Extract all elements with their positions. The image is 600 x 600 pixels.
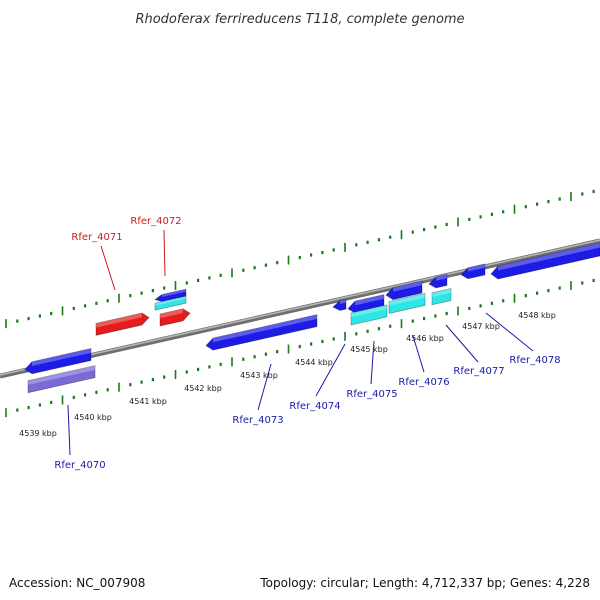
gene-rfer-4077-rna <box>431 288 452 306</box>
gene-rfer-4071 <box>95 312 150 336</box>
callout-line <box>163 229 166 277</box>
lower-dotted-track <box>5 278 595 418</box>
callout-line <box>485 312 534 352</box>
callout-line <box>412 335 425 373</box>
callout-line <box>445 324 479 363</box>
gene-rfer-4077 <box>428 273 448 289</box>
map-title: Rhodoferax ferrireducens T118, complete … <box>135 12 464 27</box>
gene-callout: Rfer_4073 <box>232 363 284 426</box>
gene-callout: Rfer_4078 <box>485 312 561 366</box>
tick-label: 4541 kbp <box>129 397 167 406</box>
tick-label: 4539 kbp <box>19 429 57 438</box>
tick-label: 4546 kbp <box>406 334 444 343</box>
gene-rfer-4072-a <box>154 288 187 302</box>
gene-rfer-4076 <box>385 280 423 301</box>
tick-label: 4544 kbp <box>295 358 333 367</box>
callout-line <box>257 363 272 411</box>
gene-rfer-4074 <box>332 298 347 311</box>
gene-label: Rfer_4076 <box>398 377 449 388</box>
gene-callout: Rfer_4075 <box>346 340 398 400</box>
gene-callout: Rfer_4074 <box>289 343 346 412</box>
gene-rfer-4073 <box>205 314 318 351</box>
gene-label: Rfer_4073 <box>232 415 283 426</box>
gene-label: Rfer_4074 <box>289 401 340 412</box>
callout-line <box>315 343 346 397</box>
tick-label: 4548 kbp <box>518 311 556 320</box>
gene-callout: Rfer_4076 <box>398 335 450 388</box>
gene-label: Rfer_4075 <box>346 389 397 400</box>
gene-rfer-4072 <box>159 308 191 327</box>
gene-rfer-4070 <box>24 348 92 375</box>
gene-rfer-4072-b <box>154 295 187 311</box>
gene-rfer-4075-rna <box>350 304 388 326</box>
genome-backbone <box>0 238 600 379</box>
callout-line <box>100 245 116 291</box>
gene-callout: Rfer_4077 <box>445 324 505 377</box>
tick-label: 4543 kbp <box>240 371 278 380</box>
tick-label: 4547 kbp <box>462 322 500 331</box>
gene-label: Rfer_4072 <box>130 216 181 227</box>
accession-text: Accession: NC_007908 <box>9 576 145 590</box>
upper-dotted-track <box>5 189 595 329</box>
gene-callouts: Rfer_4070 Rfer_4071 Rfer_4072 Rfer_4073 Rfer… <box>54 216 560 471</box>
gene-label: Rfer_4070 <box>54 460 105 471</box>
gene-callout: Rfer_4071 <box>71 232 123 291</box>
gene-label: Rfer_4071 <box>71 232 122 243</box>
genome-summary-text: Topology: circular; Length: 4,712,337 bp… <box>259 576 590 590</box>
gene-callout: Rfer_4072 <box>130 216 182 277</box>
gene-rfer-4078 <box>490 242 600 280</box>
tick-label: 4542 kbp <box>184 384 222 393</box>
gene-rfer-4076-rna <box>388 292 426 314</box>
gene-label: Rfer_4078 <box>509 355 560 366</box>
gene-rfer-4078a <box>460 263 486 280</box>
gene-rfer-4070-rna <box>27 365 96 394</box>
callout-line <box>67 404 71 456</box>
tick-label: 4540 kbp <box>74 413 112 422</box>
gene-label: Rfer_4077 <box>453 366 504 377</box>
scale-tick-labels: 4539 kbp 4540 kbp 4541 kbp 4542 kbp 4543 kbp… <box>19 311 556 438</box>
callout-line <box>370 340 375 385</box>
gene-callout: Rfer_4070 <box>54 404 106 471</box>
gene-features <box>24 242 600 394</box>
tick-label: 4545 kbp <box>350 345 388 354</box>
